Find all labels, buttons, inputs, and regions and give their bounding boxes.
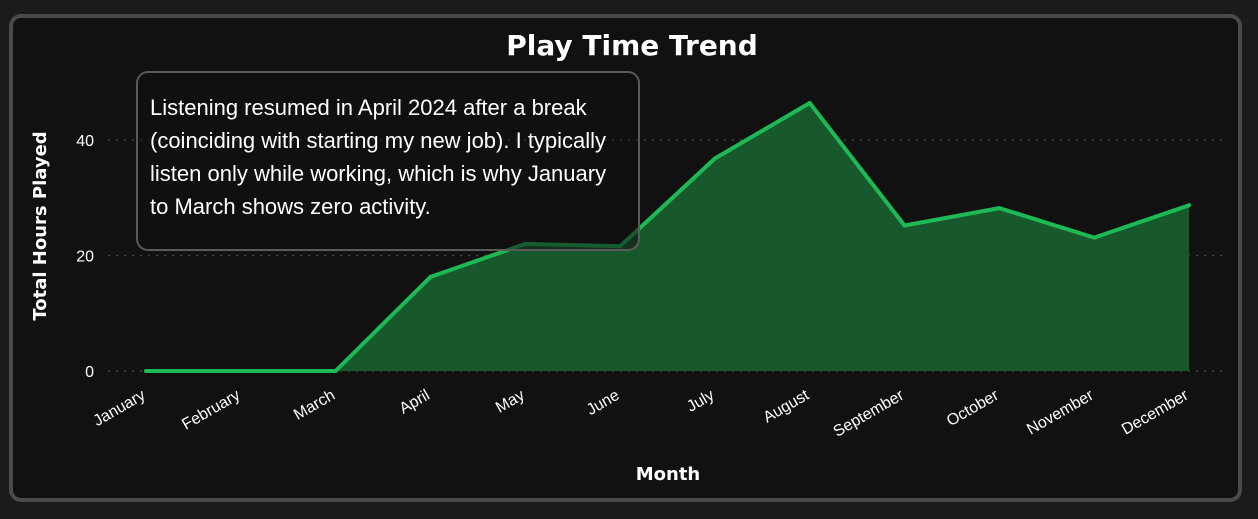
y-tick-label: 0 xyxy=(85,364,94,381)
series-line xyxy=(144,101,1191,373)
x-tick-label-november: November xyxy=(1024,386,1097,438)
data-point-february xyxy=(238,369,243,373)
data-point-january xyxy=(144,369,148,373)
data-point-april xyxy=(428,274,433,279)
x-tick-label-april: April xyxy=(397,387,433,418)
x-tick-label-june: June xyxy=(584,387,623,419)
x-tick-label-july: July xyxy=(684,387,717,416)
data-point-september xyxy=(902,223,907,228)
x-tick-label-august: August xyxy=(760,387,812,427)
y-axis-label: Total Hours Played xyxy=(30,131,51,320)
x-tick-label-january: January xyxy=(91,387,149,430)
annotation-text: Listening resumed in April 2024 after a … xyxy=(150,95,607,219)
x-tick-label-september: September xyxy=(831,386,908,440)
x-tick-label-february: February xyxy=(179,387,243,434)
x-tick-label-december: December xyxy=(1119,386,1192,438)
y-tick-label: 20 xyxy=(76,249,94,266)
data-point-december xyxy=(1187,203,1191,208)
annotation-box: Listening resumed in April 2024 after a … xyxy=(136,71,640,251)
x-tick-label-march: March xyxy=(291,387,338,424)
x-axis-label: Month xyxy=(636,464,701,485)
data-point-march xyxy=(333,369,338,373)
y-tick-label: 40 xyxy=(76,133,94,150)
x-tick-label-may: May xyxy=(493,387,528,417)
x-axis-ticks: January February March April May June July Augu… xyxy=(91,386,1192,440)
data-point-july xyxy=(712,156,717,161)
chart-title: Play Time Trend xyxy=(506,29,758,62)
area-fill xyxy=(146,103,1189,371)
x-tick-label-october: October xyxy=(944,386,1002,430)
data-point-october xyxy=(997,206,1002,211)
y-axis-ticks: 0 20 40 xyxy=(76,133,94,381)
data-point-november xyxy=(1092,235,1097,240)
data-point-august xyxy=(807,101,812,106)
